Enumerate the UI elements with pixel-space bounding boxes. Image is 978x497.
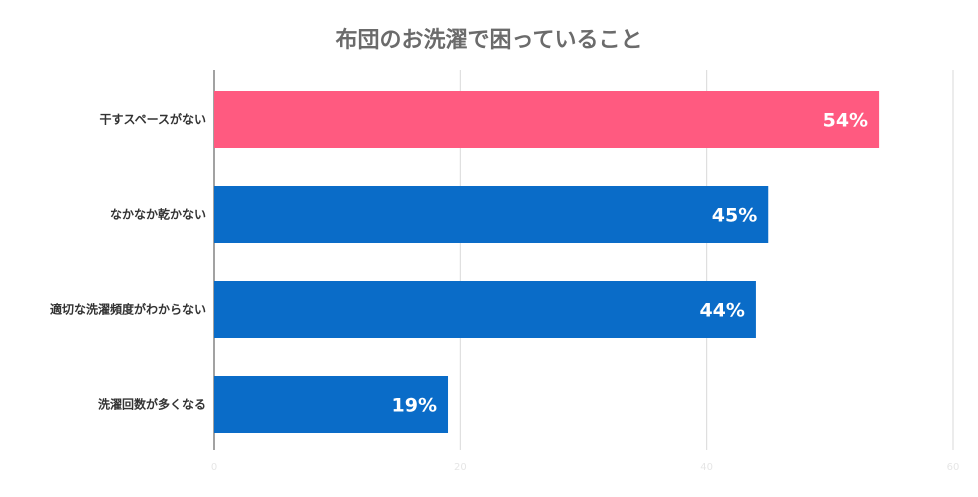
bar-3	[214, 376, 449, 433]
category-label-3: 洗濯回数が多くなる	[98, 397, 206, 412]
x-tick-label-0: 0	[211, 462, 217, 473]
x-tick-label-40: 40	[700, 462, 713, 473]
bar-1	[214, 186, 769, 243]
x-tick-label-60: 60	[947, 462, 960, 473]
category-label-1: なかなか乾かない	[110, 207, 206, 222]
category-label-2: 適切な洗濯頻度がわからない	[50, 302, 206, 317]
category-label-0: 干すスペースがない	[99, 112, 206, 127]
data-label-3: 19%	[392, 395, 437, 417]
data-label-0: 54%	[823, 110, 868, 132]
bar-2	[214, 281, 756, 338]
x-tick-label-20: 20	[454, 462, 467, 473]
data-label-2: 44%	[699, 300, 744, 322]
chart-title: 布団のお洗濯で困っていること	[335, 28, 643, 53]
data-label-1: 45%	[712, 205, 757, 227]
bar-0	[214, 91, 880, 148]
